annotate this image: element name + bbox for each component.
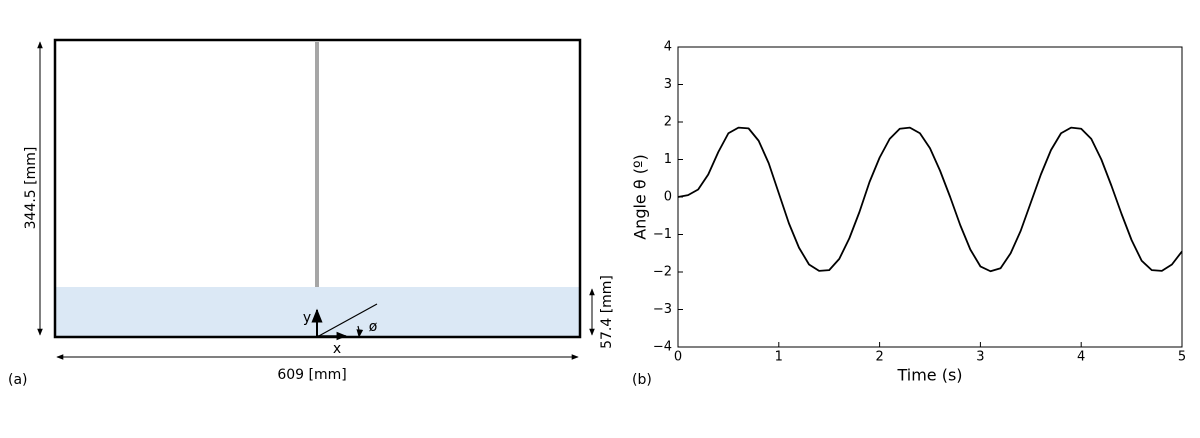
incline-line (316, 303, 378, 338)
y-tick-label: 0 (664, 190, 672, 205)
angle-label: ø (369, 319, 378, 335)
diagram: 344.5 [mm] 609 [mm] 57.4 [mm] y x ø (a) (8, 38, 615, 388)
plot-frame (677, 46, 1183, 348)
data-line (677, 126, 1183, 273)
y-tick-label: 1 (664, 152, 672, 167)
angle-arc (356, 325, 364, 338)
x-tick-label: 5 (1178, 350, 1186, 365)
depth-label: 57.4 [mm] (599, 275, 615, 349)
width-label: 609 [mm] (277, 367, 346, 383)
y-tick-label: −4 (653, 340, 672, 355)
x-tick-label: 1 (775, 350, 783, 365)
x-tick-label: 0 (674, 350, 682, 365)
y-tick-label: −2 (653, 265, 672, 280)
x-axis-title: Time (s) (896, 366, 962, 385)
height-label: 344.5 [mm] (23, 147, 39, 230)
y-axis-label: y (303, 310, 311, 326)
y-tick-label: 2 (664, 115, 672, 130)
y-tick-label: 3 (664, 77, 672, 92)
x-tick-label: 2 (875, 350, 883, 365)
y-tick-label: −3 (653, 302, 672, 317)
panel-label: (b) (632, 372, 652, 388)
y-axis-title: Angle θ (º) (631, 154, 650, 240)
x-tick-label: 3 (976, 350, 984, 365)
x-tick-label: 4 (1077, 350, 1085, 365)
x-axis-label: x (333, 341, 341, 357)
y-tick-label: −1 (653, 227, 672, 242)
y-tick-label: 4 (664, 40, 672, 55)
panel-label: (a) (8, 372, 28, 388)
